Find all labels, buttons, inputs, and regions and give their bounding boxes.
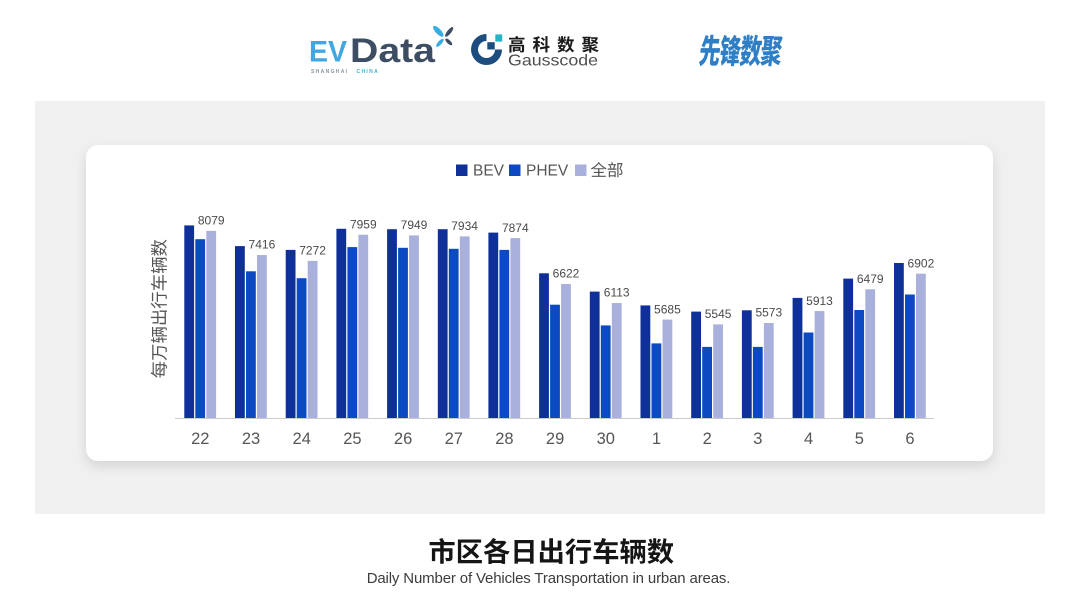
svg-text:Gausscode: Gausscode — [508, 53, 598, 70]
svg-text:7959: 7959 — [350, 217, 377, 231]
svg-text:8079: 8079 — [198, 214, 225, 228]
svg-text:24: 24 — [293, 430, 311, 448]
svg-text:3: 3 — [753, 430, 762, 448]
svg-text:5913: 5913 — [806, 294, 833, 308]
svg-text:1: 1 — [652, 430, 661, 448]
svg-text:6: 6 — [905, 430, 914, 448]
svg-text:PHEV: PHEV — [526, 163, 569, 180]
svg-text:7949: 7949 — [401, 218, 428, 232]
svg-text:23: 23 — [242, 430, 260, 448]
svg-text:5: 5 — [855, 430, 864, 448]
svg-text:22: 22 — [191, 430, 209, 448]
svg-text:7934: 7934 — [451, 219, 478, 233]
svg-text:26: 26 — [394, 430, 412, 448]
svg-text:CHINA: CHINA — [357, 69, 380, 75]
svg-text:6622: 6622 — [553, 267, 580, 281]
svg-text:30: 30 — [597, 430, 615, 448]
svg-text:4: 4 — [804, 430, 813, 448]
svg-text:7416: 7416 — [249, 238, 276, 252]
svg-text:28: 28 — [495, 430, 513, 448]
svg-text:27: 27 — [445, 430, 463, 448]
svg-text:5685: 5685 — [654, 302, 681, 316]
svg-text:6113: 6113 — [604, 286, 630, 300]
svg-text:Data: Data — [350, 32, 436, 70]
svg-text:2: 2 — [703, 430, 712, 448]
svg-text:5545: 5545 — [705, 307, 732, 321]
svg-text:7874: 7874 — [502, 221, 529, 235]
svg-text:25: 25 — [343, 430, 361, 448]
svg-text:6479: 6479 — [857, 272, 884, 286]
svg-text:29: 29 — [546, 430, 564, 448]
svg-text:EV: EV — [309, 36, 347, 69]
svg-text:5573: 5573 — [755, 306, 782, 320]
svg-text:7272: 7272 — [299, 244, 326, 258]
svg-text:6902: 6902 — [908, 256, 935, 270]
svg-text:BEV: BEV — [473, 163, 505, 180]
svg-text:SHANGHAI: SHANGHAI — [311, 69, 348, 75]
